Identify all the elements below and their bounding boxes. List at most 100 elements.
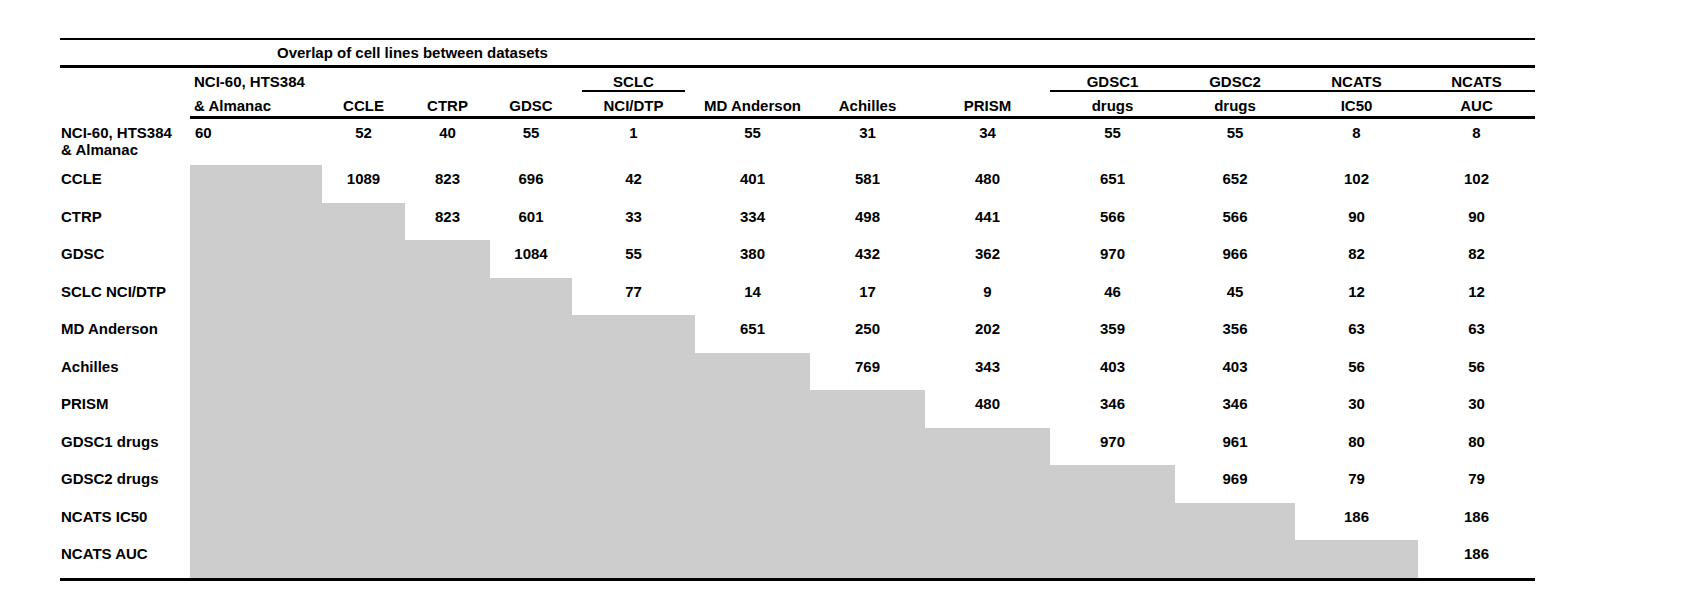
shaded-cell	[572, 540, 695, 578]
table-bottom-rule	[60, 578, 1535, 581]
shaded-cell	[925, 465, 1050, 503]
shaded-cell	[405, 353, 490, 391]
shaded-cell	[1050, 540, 1175, 578]
row-label: SCLC NCI/DTP	[60, 278, 190, 316]
row-label: Achilles	[60, 353, 190, 391]
overlap-table: Overlap of cell lines between datasets N…	[60, 38, 1535, 581]
data-cell: 8	[1295, 119, 1418, 165]
table-row: MD Anderson6512502023593566363	[60, 315, 1535, 353]
data-cell: 401	[695, 165, 810, 203]
data-cell: 46	[1050, 278, 1175, 316]
data-cell: 432	[810, 240, 925, 278]
data-cell: 480	[925, 390, 1050, 428]
column-header: & Almanac	[190, 92, 322, 116]
table-title: Overlap of cell lines between datasets	[60, 40, 1535, 65]
table-row: GDSC1 drugs9709618080	[60, 428, 1535, 466]
shaded-cell	[190, 540, 322, 578]
header-row-bottom: & AlmanacCCLECTRPGDSCNCI/DTPMD AndersonA…	[190, 92, 1535, 116]
shaded-cell	[190, 353, 322, 391]
shaded-cell	[405, 465, 490, 503]
shaded-cell	[810, 503, 925, 541]
shaded-cell	[490, 390, 572, 428]
shaded-cell	[810, 540, 925, 578]
row-label: MD Anderson	[60, 315, 190, 353]
data-cell: 403	[1175, 353, 1295, 391]
table-body: NCI-60, HTS384& Almanac60524055155313455…	[60, 119, 1535, 578]
shaded-cell	[695, 503, 810, 541]
data-cell: 961	[1175, 428, 1295, 466]
column-header-top	[322, 68, 405, 92]
row-label: CCLE	[60, 165, 190, 203]
row-label: PRISM	[60, 390, 190, 428]
shaded-cell	[322, 240, 405, 278]
shaded-cell	[322, 390, 405, 428]
shaded-cell	[322, 503, 405, 541]
data-cell: 56	[1418, 353, 1535, 391]
row-label: CTRP	[60, 203, 190, 241]
data-cell: 56	[1295, 353, 1418, 391]
data-cell: 79	[1418, 465, 1535, 503]
data-cell: 82	[1418, 240, 1535, 278]
shaded-cell	[190, 503, 322, 541]
shaded-cell	[695, 353, 810, 391]
shaded-cell	[322, 315, 405, 353]
shaded-cell	[1295, 540, 1418, 578]
data-cell: 45	[1175, 278, 1295, 316]
shaded-cell	[322, 278, 405, 316]
data-cell: 12	[1295, 278, 1418, 316]
column-header: drugs	[1175, 92, 1295, 116]
data-cell: 90	[1418, 203, 1535, 241]
data-cell: 480	[925, 165, 1050, 203]
shaded-cell	[572, 465, 695, 503]
shaded-cell	[405, 428, 490, 466]
data-cell: 566	[1175, 203, 1295, 241]
shaded-cell	[490, 465, 572, 503]
data-cell: 769	[810, 353, 925, 391]
row-label: NCATS AUC	[60, 540, 190, 578]
shaded-cell	[322, 540, 405, 578]
table-row: CCLE108982369642401581480651652102102	[60, 165, 1535, 203]
data-cell: 63	[1418, 315, 1535, 353]
shaded-cell	[925, 540, 1050, 578]
data-cell: 823	[405, 165, 490, 203]
data-cell: 823	[405, 203, 490, 241]
data-cell: 651	[1050, 165, 1175, 203]
data-cell: 34	[925, 119, 1050, 165]
data-cell: 82	[1295, 240, 1418, 278]
data-cell: 966	[1175, 240, 1295, 278]
data-cell: 441	[925, 203, 1050, 241]
data-cell: 186	[1418, 540, 1535, 578]
shaded-cell	[405, 315, 490, 353]
shaded-cell	[490, 353, 572, 391]
data-cell: 651	[695, 315, 810, 353]
shaded-cell	[322, 353, 405, 391]
shaded-cell	[1050, 465, 1175, 503]
shaded-cell	[810, 390, 925, 428]
data-cell: 970	[1050, 240, 1175, 278]
column-header-top	[925, 68, 1050, 92]
shaded-cell	[695, 390, 810, 428]
shaded-cell	[190, 315, 322, 353]
row-label: GDSC1 drugs	[60, 428, 190, 466]
data-cell: 1084	[490, 240, 572, 278]
shaded-cell	[490, 428, 572, 466]
data-cell: 55	[490, 119, 572, 165]
column-header: MD Anderson	[695, 92, 810, 116]
data-cell: 652	[1175, 165, 1295, 203]
data-cell: 566	[1050, 203, 1175, 241]
column-header-top: NCATS	[1418, 68, 1535, 92]
column-header-top: GDSC2	[1175, 68, 1295, 92]
data-cell: 8	[1418, 119, 1535, 165]
data-cell: 60	[190, 119, 322, 165]
data-cell: 55	[572, 240, 695, 278]
data-cell: 63	[1295, 315, 1418, 353]
shaded-cell	[190, 428, 322, 466]
shaded-cell	[490, 278, 572, 316]
data-cell: 79	[1295, 465, 1418, 503]
column-header-top: NCI-60, HTS384	[190, 68, 322, 92]
column-header: IC50	[1295, 92, 1418, 116]
shaded-cell	[695, 540, 810, 578]
shaded-cell	[572, 353, 695, 391]
column-header: drugs	[1050, 92, 1175, 116]
data-cell: 581	[810, 165, 925, 203]
